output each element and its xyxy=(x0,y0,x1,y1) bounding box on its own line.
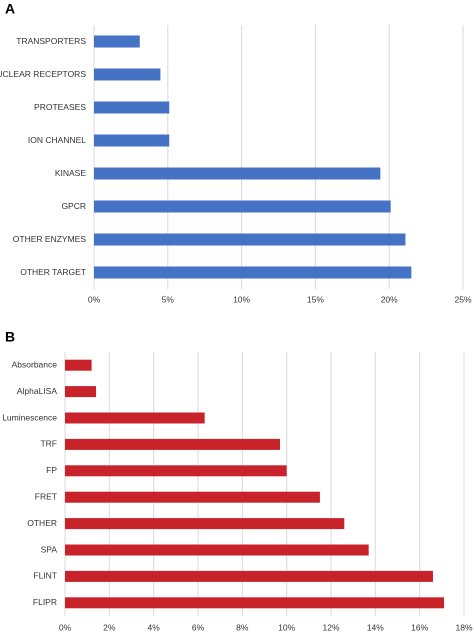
y-tick-label: FRET xyxy=(35,491,57,501)
x-tick-label: 4% xyxy=(148,622,161,632)
bar xyxy=(65,518,345,530)
x-tick-label: 2% xyxy=(103,622,116,632)
x-tick-label: 8% xyxy=(236,622,249,632)
x-tick-label: 14% xyxy=(367,622,384,632)
bar xyxy=(65,465,287,477)
y-tick-label: ION CHANNEL xyxy=(28,135,86,145)
x-tick-label: 6% xyxy=(192,622,205,632)
y-tick-label: OTHER xyxy=(27,518,57,528)
bar xyxy=(94,200,391,213)
bar xyxy=(94,134,170,147)
x-tick-label: 15% xyxy=(307,294,324,304)
x-tick-label: 10% xyxy=(233,294,250,304)
bar xyxy=(65,491,320,503)
y-tick-label: Luminescence xyxy=(2,412,57,422)
x-tick-label: 20% xyxy=(381,294,398,304)
bar xyxy=(65,386,97,398)
bar xyxy=(94,266,412,279)
x-tick-label: 5% xyxy=(162,294,175,304)
bar xyxy=(65,412,205,424)
y-tick-label: GPCR xyxy=(61,201,86,211)
bar xyxy=(94,68,161,81)
bar xyxy=(94,167,381,180)
panel-label: B xyxy=(5,329,15,345)
bar xyxy=(94,35,140,48)
y-tick-label: FLINT xyxy=(33,571,57,581)
bar xyxy=(65,544,369,556)
y-tick-label: FP xyxy=(46,465,57,475)
y-tick-label: TRANSPORTERS xyxy=(16,36,86,46)
bar xyxy=(65,570,433,582)
y-tick-label: NUCLEAR RECEPTORS xyxy=(0,69,86,79)
y-tick-label: AlphaLISA xyxy=(17,386,57,396)
x-tick-label: 12% xyxy=(322,622,339,632)
bar xyxy=(65,359,92,371)
bar xyxy=(65,438,281,450)
y-tick-label: SPA xyxy=(41,544,58,554)
panel-label: A xyxy=(5,1,15,17)
x-tick-label: 10% xyxy=(278,622,295,632)
x-tick-label: 0% xyxy=(88,294,101,304)
x-tick-label: 16% xyxy=(411,622,428,632)
y-tick-label: FLIPR xyxy=(33,597,57,607)
y-tick-label: KINASE xyxy=(55,168,87,178)
bar xyxy=(94,233,406,246)
y-tick-label: TRF xyxy=(40,439,57,449)
y-tick-label: OTHER TARGET xyxy=(20,267,86,277)
x-tick-label: 0% xyxy=(59,622,72,632)
y-tick-label: Absorbance xyxy=(12,359,58,369)
bar xyxy=(94,101,170,114)
y-tick-label: OTHER ENZYMES xyxy=(13,234,87,244)
bar xyxy=(65,597,445,609)
y-tick-label: PROTEASES xyxy=(34,102,86,112)
x-tick-label: 25% xyxy=(454,294,471,304)
x-tick-label: 18% xyxy=(455,622,472,632)
